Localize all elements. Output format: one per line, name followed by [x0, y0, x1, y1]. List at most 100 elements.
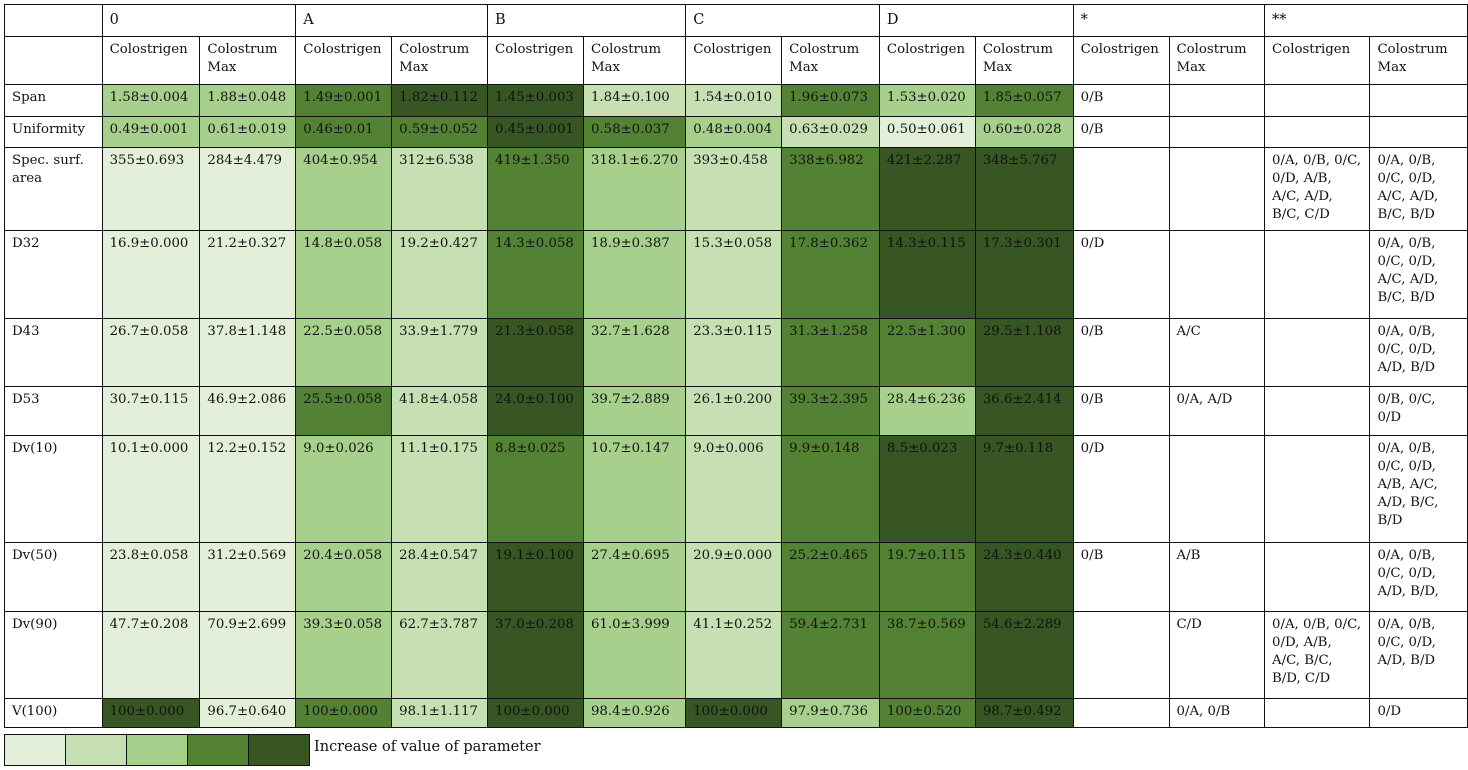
value-cell: 0.58±0.037 — [582, 116, 687, 148]
parameter-label: V(100) — [4, 698, 103, 728]
value-cell: 21.2±0.327 — [199, 230, 297, 319]
value-cell: 18.9±0.387 — [582, 230, 687, 319]
value-cell: 0.49±0.001 — [101, 116, 201, 148]
value-cell: 421±2.287 — [878, 147, 976, 231]
significance-cell: 0/B — [1072, 542, 1170, 612]
significance-cell: C/D — [1168, 611, 1266, 699]
parameter-label: D53 — [4, 386, 103, 436]
significance-cell — [1264, 435, 1371, 543]
value-cell: 24.0±0.100 — [487, 386, 584, 436]
value-cell: 14.3±0.058 — [487, 230, 584, 319]
corner-cell — [4, 4, 103, 37]
significance-cell — [1168, 147, 1266, 231]
results-table: 0 A B C D * ** Colostrigen Colostrum Max Colostri… — [4, 4, 1468, 728]
value-cell: 9.0±0.026 — [295, 435, 393, 543]
value-cell: 0.48±0.004 — [685, 116, 783, 148]
significance-cell — [1072, 147, 1170, 231]
value-cell: 29.5±1.108 — [974, 318, 1074, 387]
value-cell: 98.1±1.117 — [391, 698, 489, 728]
table-row: Spec. surf. area 355±0.693 284±4.479 404±0.… — [4, 147, 1468, 231]
value-cell: 14.8±0.058 — [295, 230, 393, 319]
value-cell: 100±0.000 — [101, 698, 201, 728]
value-cell: 30.7±0.115 — [101, 386, 201, 436]
value-cell: 97.9±0.736 — [781, 698, 880, 728]
value-cell: 26.1±0.200 — [685, 386, 783, 436]
value-cell: 100±0.000 — [685, 698, 783, 728]
significance-cell — [1072, 698, 1170, 728]
value-cell: 96.7±0.640 — [199, 698, 297, 728]
value-cell: 393±0.458 — [685, 147, 783, 231]
value-cell: 41.8±4.058 — [391, 386, 489, 436]
color-legend: Increase of value of parameter — [4, 734, 541, 766]
value-cell: 27.4±0.695 — [582, 542, 687, 612]
value-cell: 419±1.350 — [487, 147, 584, 231]
value-cell: 338±6.982 — [781, 147, 880, 231]
value-cell: 46.9±2.086 — [199, 386, 297, 436]
significance-cell: 0/D — [1072, 435, 1170, 543]
value-cell: 37.0±0.208 — [487, 611, 584, 699]
significance-cell: A/C — [1168, 318, 1266, 387]
significance-cell: 0/A, 0/B, 0/C, 0/D, A/D, B/D — [1369, 611, 1468, 699]
value-cell: 33.9±1.779 — [391, 318, 489, 387]
value-cell: 404±0.954 — [295, 147, 393, 231]
value-cell: 62.7±3.787 — [391, 611, 489, 699]
significance-cell: 0/B — [1072, 116, 1170, 148]
subheader-cell: Colostrum Max — [974, 36, 1074, 85]
value-cell: 61.0±3.999 — [582, 611, 687, 699]
value-cell: 59.4±2.731 — [781, 611, 880, 699]
significance-cell — [1369, 116, 1468, 148]
subheader-cell: Colostrum Max — [1369, 36, 1468, 85]
significance-cell — [1072, 611, 1170, 699]
value-cell: 100±0.000 — [295, 698, 393, 728]
value-cell: 1.96±0.073 — [781, 84, 880, 117]
value-cell: 39.3±2.395 — [781, 386, 880, 436]
subheader-cell: Colostrigen — [878, 36, 976, 85]
group-header: B — [487, 4, 687, 37]
parameter-label: Spec. surf. area — [4, 147, 103, 231]
subheader-cell: Colostrigen — [295, 36, 393, 85]
value-cell: 10.7±0.147 — [582, 435, 687, 543]
legend-swatch-4 — [187, 734, 249, 766]
table-row: Dv(10) 10.1±0.000 12.2±0.152 9.0±0.026 11.1±… — [4, 435, 1468, 543]
significance-cell: 0/A, 0/B, 0/C, 0/D, A/C, A/D, B/C, B/D — [1369, 147, 1468, 231]
table-row: D43 26.7±0.058 37.8±1.148 22.5±0.058 33.9±1.… — [4, 318, 1468, 387]
table-row: V(100) 100±0.000 96.7±0.640 100±0.000 98.1±1… — [4, 698, 1468, 728]
significance-cell: 0/B — [1072, 318, 1170, 387]
significance-cell — [1168, 435, 1266, 543]
value-cell: 318.1±6.270 — [582, 147, 687, 231]
value-cell: 355±0.693 — [101, 147, 201, 231]
value-cell: 98.4±0.926 — [582, 698, 687, 728]
parameter-label: D43 — [4, 318, 103, 387]
value-cell: 54.6±2.289 — [974, 611, 1074, 699]
value-cell: 20.9±0.000 — [685, 542, 783, 612]
value-cell: 284±4.479 — [199, 147, 297, 231]
subheader-cell: Colostrigen — [1072, 36, 1170, 85]
value-cell: 47.7±0.208 — [101, 611, 201, 699]
value-cell: 0.50±0.061 — [878, 116, 976, 148]
significance-cell: 0/A, 0/B, 0/C, 0/D, A/D, B/D, — [1369, 542, 1468, 612]
group-header: ** — [1264, 4, 1468, 37]
value-cell: 1.88±0.048 — [199, 84, 297, 117]
value-cell: 19.2±0.427 — [391, 230, 489, 319]
parameter-label: Uniformity — [4, 116, 103, 148]
legend-label: Increase of value of parameter — [314, 739, 541, 755]
significance-cell: 0/A, 0/B, 0/C, 0/D, A/B, A/C, A/D, B/C, … — [1369, 435, 1468, 543]
table-row: Uniformity 0.49±0.001 0.61±0.019 0.46±0.01 0… — [4, 116, 1468, 148]
significance-cell — [1168, 116, 1266, 148]
value-cell: 17.8±0.362 — [781, 230, 880, 319]
subheader-cell: Colostrum Max — [391, 36, 489, 85]
value-cell: 39.3±0.058 — [295, 611, 393, 699]
value-cell: 1.53±0.020 — [878, 84, 976, 117]
significance-cell — [1264, 318, 1371, 387]
value-cell: 10.1±0.000 — [101, 435, 201, 543]
significance-cell — [1264, 386, 1371, 436]
subheader-cell: Colostrigen — [487, 36, 584, 85]
significance-cell — [1264, 698, 1371, 728]
parameter-label: Dv(10) — [4, 435, 103, 543]
parameter-label: D32 — [4, 230, 103, 319]
significance-cell: 0/D — [1072, 230, 1170, 319]
value-cell: 28.4±6.236 — [878, 386, 976, 436]
value-cell: 31.3±1.258 — [781, 318, 880, 387]
value-cell: 25.2±0.465 — [781, 542, 880, 612]
significance-cell: 0/D — [1369, 698, 1468, 728]
